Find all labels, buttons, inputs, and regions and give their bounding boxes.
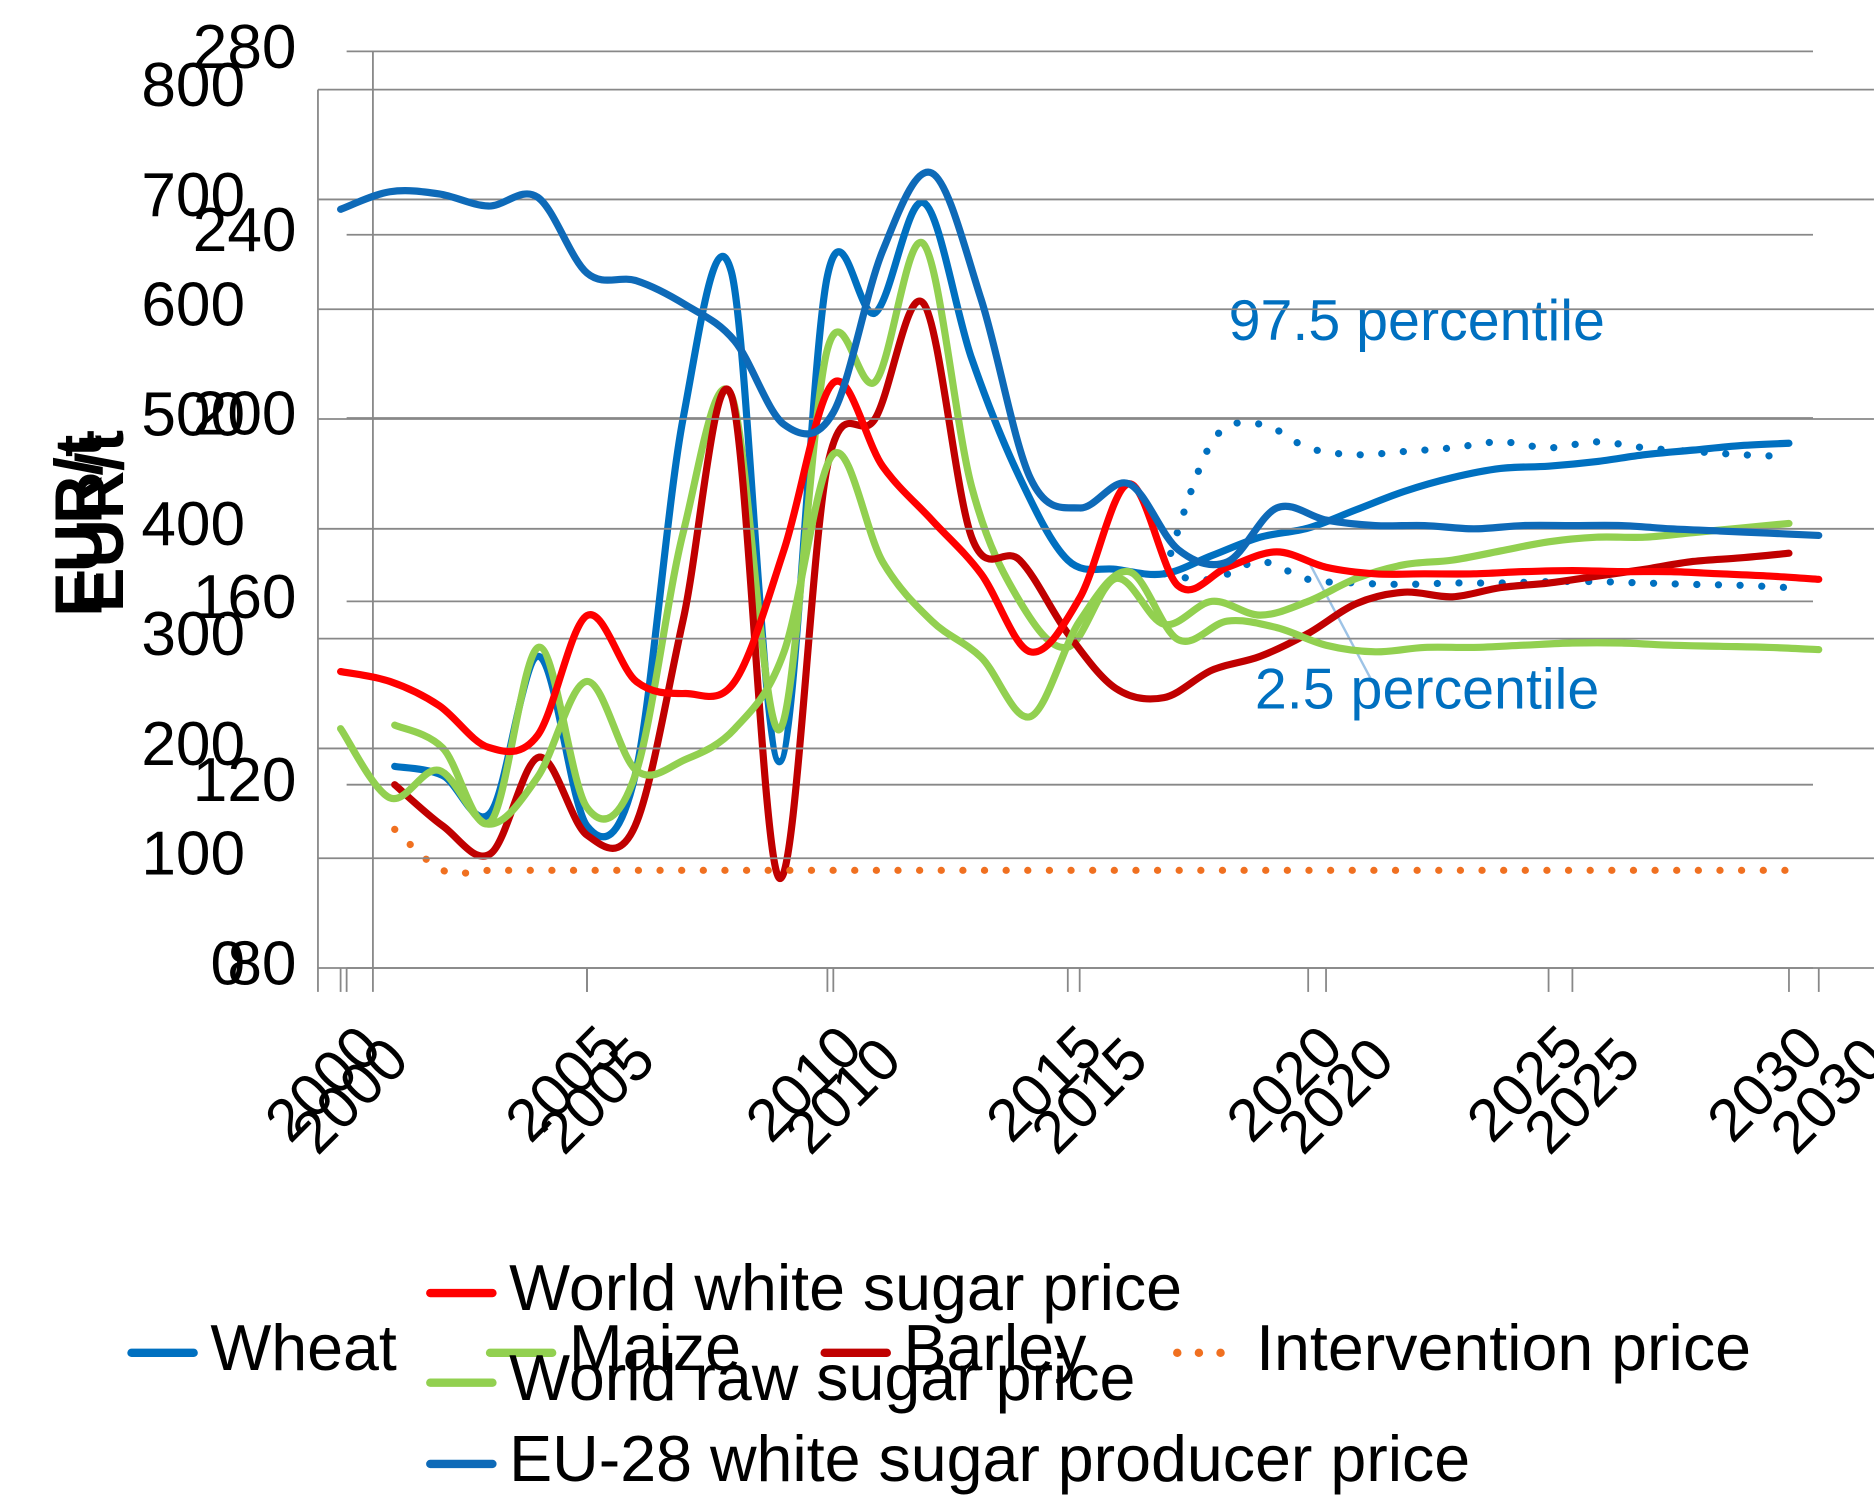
annotation: 2.5 percentile <box>1255 657 1599 721</box>
series-line <box>391 297 1793 882</box>
legend-label: Maize <box>569 1312 741 1384</box>
y-tick-label: 160 <box>193 563 297 632</box>
legend-label: Barley <box>904 1312 1088 1384</box>
y-tick-label: 280 <box>193 13 297 82</box>
series-line <box>337 448 1823 828</box>
y-axis-label: EUR/t <box>41 435 116 617</box>
y-axis-label: EUR/t <box>63 430 138 612</box>
percentile-line <box>1160 419 1793 578</box>
y-tick-label: 80 <box>227 929 296 998</box>
y-tick-label: 0 <box>210 929 245 998</box>
legend-label: Wheat <box>210 1312 397 1384</box>
y-tick-label: 700 <box>141 161 245 230</box>
series-line <box>391 238 1793 828</box>
leader-line <box>1307 561 1374 682</box>
y-tick-label: 200 <box>141 710 245 779</box>
y-tick-label: 800 <box>141 51 245 120</box>
legend-label: World white sugar price <box>509 1252 1182 1324</box>
y-tick-label: 120 <box>193 746 297 815</box>
y-tick-label: 400 <box>141 490 245 559</box>
legend-label: EU-28 white sugar producer price <box>509 1423 1470 1495</box>
y-tick-label: 240 <box>193 196 297 265</box>
legend-label: World raw sugar price <box>509 1342 1135 1414</box>
series-line <box>337 377 1823 756</box>
series-line <box>391 199 1793 841</box>
y-tick-label: 200 <box>193 379 297 448</box>
legend-label: Intervention price <box>1256 1312 1751 1384</box>
y-tick-label: 500 <box>141 380 245 449</box>
y-tick-label: 100 <box>141 820 245 889</box>
y-tick-label: 600 <box>141 271 245 340</box>
series-line <box>337 168 1823 569</box>
annotation: 97.5 percentile <box>1229 289 1605 353</box>
y-tick-label: 300 <box>141 600 245 669</box>
